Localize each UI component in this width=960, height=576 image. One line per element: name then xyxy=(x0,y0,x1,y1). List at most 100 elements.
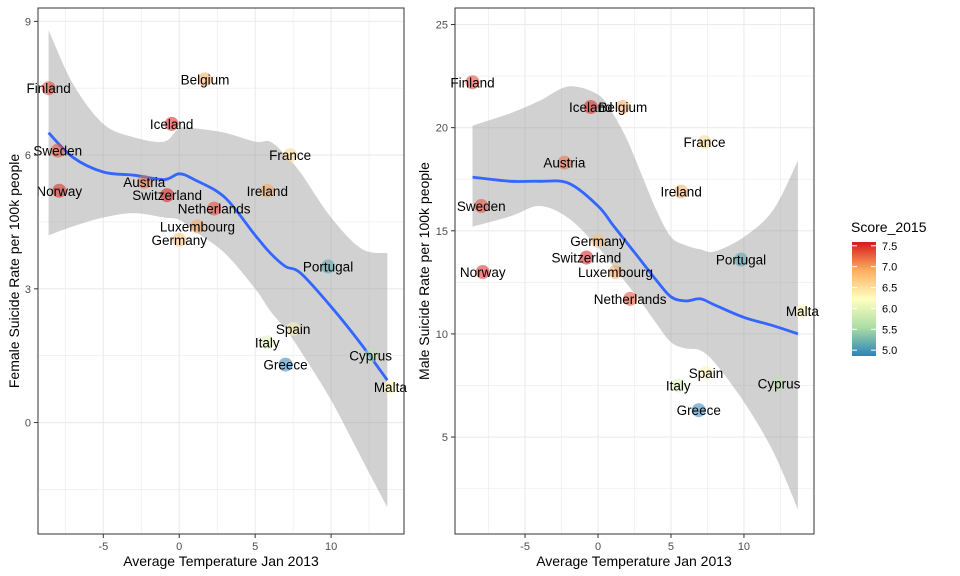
male-point-label-malta: Malta xyxy=(786,304,820,319)
female-x-tick-label: 5 xyxy=(252,541,258,553)
male-x-tick-label: 5 xyxy=(668,541,674,553)
male-y-tick-label: 20 xyxy=(436,123,448,135)
female-point-label-netherlands: Netherlands xyxy=(178,202,251,217)
female-y-tick-label: 3 xyxy=(25,284,31,296)
female-point-labels: Finland Belgium Iceland Sweden France Norway A… xyxy=(26,72,407,395)
female-point-label-cyprus: Cyprus xyxy=(349,349,392,364)
female-point-label-spain: Spain xyxy=(276,322,311,337)
male-point-label-switzerland: Switzerland xyxy=(551,251,621,266)
female-point-label-luxembourg: Luxembourg xyxy=(160,219,235,234)
female-point-label-germany: Germany xyxy=(151,233,207,248)
female-point-label-malta: Malta xyxy=(374,380,408,395)
male-y-ticks: 5 10 15 20 25 xyxy=(436,20,455,444)
male-point-label-germany: Germany xyxy=(570,234,626,249)
legend-tick-label: 5.0 xyxy=(882,345,897,357)
male-point-switzerland xyxy=(579,250,594,265)
female-point-ireland xyxy=(260,183,275,198)
male-point-label-france: France xyxy=(684,135,726,150)
female-point-finland xyxy=(41,81,56,96)
male-point-ireland xyxy=(674,184,689,199)
female-point-label-austria: Austria xyxy=(123,175,166,190)
male-point-sweden xyxy=(474,199,489,214)
female-point-label-sweden: Sweden xyxy=(33,144,82,159)
female-trend-line xyxy=(47,131,389,382)
male-point-label-cyprus: Cyprus xyxy=(758,376,801,391)
male-y-tick-label: 10 xyxy=(436,329,448,341)
female-plot-border xyxy=(37,7,405,535)
female-y-tick-label: 9 xyxy=(25,16,31,28)
male-point-label-luxembourg: Luxembourg xyxy=(578,265,653,280)
legend-colorbar xyxy=(852,242,876,356)
female-point-netherlands xyxy=(207,201,222,216)
male-x-ticks: -5 0 5 10 xyxy=(520,534,750,553)
male-y-tick-label: 15 xyxy=(436,226,448,238)
legend-tick-label: 7.0 xyxy=(882,262,897,274)
female-point-label-france: France xyxy=(269,148,311,163)
male-point-greece xyxy=(691,403,706,418)
male-point-austria xyxy=(557,155,572,170)
male-point-label-iceland: Iceland xyxy=(569,100,613,115)
male-point-label-greece: Greece xyxy=(677,403,721,418)
female-y-axis-title: Female Suicide Rate per 100k people xyxy=(6,154,22,388)
female-point-label-greece: Greece xyxy=(263,358,307,373)
female-point-label-iceland: Iceland xyxy=(150,117,194,132)
male-confidence-band xyxy=(472,86,798,510)
legend-tick-label: 6.0 xyxy=(882,303,897,315)
male-point-portugal xyxy=(734,252,749,267)
male-point-belgium xyxy=(615,100,630,115)
female-point-label-belgium: Belgium xyxy=(181,72,230,87)
legend-title: Score_2015 xyxy=(851,219,927,235)
male-point-malta xyxy=(795,304,810,319)
male-point-italy xyxy=(671,378,686,393)
female-point-austria xyxy=(137,174,152,189)
female-point-switzerland xyxy=(160,188,175,203)
female-point-italy xyxy=(260,335,275,350)
female-point-norway xyxy=(52,183,67,198)
female-point-luxembourg xyxy=(190,219,205,234)
female-point-malta xyxy=(383,379,398,394)
male-y-axis-title: Male Suicide Rate per 100k people xyxy=(416,162,432,380)
female-point-france xyxy=(283,148,298,163)
male-point-france xyxy=(697,135,712,150)
female-point-label-switzerland: Switzerland xyxy=(132,188,202,203)
male-point-label-belgium: Belgium xyxy=(598,100,647,115)
male-gridlines xyxy=(455,8,814,534)
female-point-label-portugal: Portugal xyxy=(303,260,353,275)
legend-tick-label: 6.5 xyxy=(882,283,897,295)
male-point-cyprus xyxy=(771,376,786,391)
male-point-label-portugal: Portugal xyxy=(716,253,766,268)
female-point-label-finland: Finland xyxy=(26,81,70,96)
male-x-tick-label: -5 xyxy=(520,541,530,553)
male-point-label-netherlands: Netherlands xyxy=(594,292,667,307)
female-x-tick-label: 10 xyxy=(325,541,337,553)
male-point-label-spain: Spain xyxy=(689,366,724,381)
female-y-tick-label: 6 xyxy=(25,150,31,162)
female-point-portugal xyxy=(321,259,336,274)
female-point-cyprus xyxy=(363,348,378,363)
female-x-axis-title: Average Temperature Jan 2013 xyxy=(123,553,319,569)
female-point-spain xyxy=(286,321,301,336)
female-confidence-band xyxy=(48,30,388,508)
male-x-tick-label: 0 xyxy=(595,541,601,553)
female-x-tick-label: -5 xyxy=(98,541,108,553)
male-point-luxembourg xyxy=(608,265,623,280)
female-point-label-ireland: Ireland xyxy=(247,184,288,199)
male-trend-line xyxy=(472,175,799,336)
female-y-tick-label: 0 xyxy=(25,418,31,430)
male-points xyxy=(465,75,810,418)
female-x-ticks: -5 0 5 10 xyxy=(98,534,337,553)
male-point-germany xyxy=(591,234,606,249)
legend-tick-label: 5.5 xyxy=(882,324,897,336)
female-y-ticks: 0 3 6 9 xyxy=(25,16,38,430)
male-point-netherlands xyxy=(623,291,638,306)
male-point-label-norway: Norway xyxy=(460,265,506,280)
male-point-norway xyxy=(475,265,490,280)
female-point-germany xyxy=(172,232,187,247)
female-plot-background xyxy=(37,7,405,535)
female-point-iceland xyxy=(164,116,179,131)
female-point-belgium xyxy=(198,72,213,87)
female-x-tick-label: 0 xyxy=(176,541,182,553)
male-point-label-finland: Finland xyxy=(450,75,494,90)
female-point-label-italy: Italy xyxy=(255,335,280,350)
male-point-label-sweden: Sweden xyxy=(457,199,506,214)
